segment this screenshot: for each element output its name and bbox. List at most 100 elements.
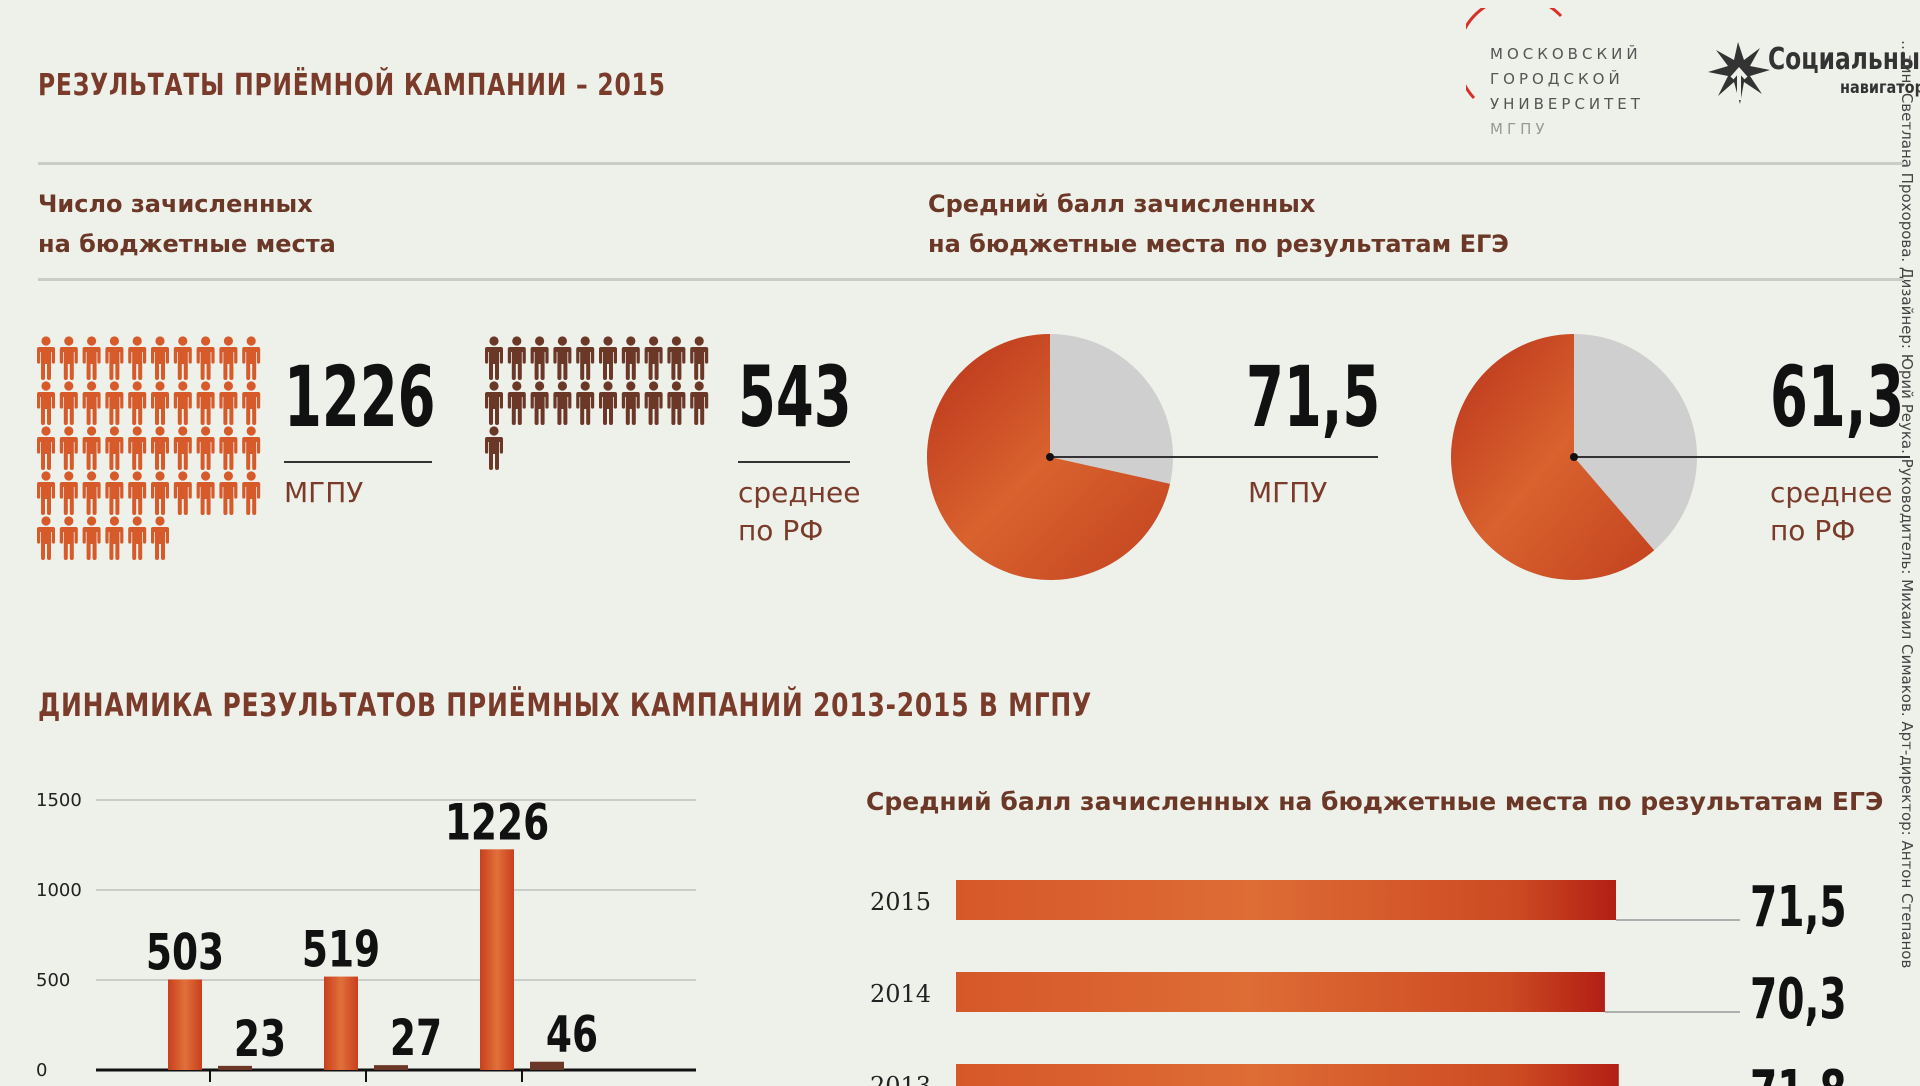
mgpu-person-icon: [105, 516, 124, 560]
mgpu-person-icon: [242, 336, 261, 380]
logo-sn-subtitle: навигатор: [1840, 78, 1920, 98]
enrolled-dynamics-chart: 0 500 1000 1500 503 519 1226 23 27 46: [36, 790, 696, 1082]
score-value-label: 71,8: [1750, 1059, 1847, 1086]
mgpu-person-icon: [196, 471, 215, 515]
score-bar: [956, 1064, 1619, 1086]
mgpu-person-icon: [151, 516, 169, 560]
mgpu-person-icon: [37, 336, 55, 380]
score-bar: [956, 880, 1616, 920]
mgpu-person-icon: [151, 336, 169, 380]
mgpu-logo-arc-icon: [1466, 8, 1563, 100]
mgpu-person-icon: [128, 336, 147, 380]
page-title: РЕЗУЛЬТАТЫ ПРИЁМНОЙ КАМПАНИИ – 2015: [38, 68, 666, 103]
bar-value-label: 503: [146, 924, 224, 982]
rf-person-icon: [667, 381, 686, 425]
mgpu-person-icon: [105, 471, 124, 515]
score-bar: [956, 972, 1605, 1012]
rf-person-icon: [553, 381, 572, 425]
rf-enrolled-label: среднее по РФ: [738, 476, 861, 547]
rf-score-value: 61,3: [1770, 348, 1905, 446]
rf-score-pie: [1451, 334, 1910, 580]
rf-person-icon: [507, 381, 526, 425]
mgpu-person-icon: [59, 336, 78, 380]
bar: [480, 849, 514, 1070]
mgpu-pie-center-dot: [1046, 453, 1054, 461]
mgpu-person-icon: [173, 426, 192, 470]
mgpu-person-icon: [105, 381, 124, 425]
mgpu-person-icon: [37, 516, 55, 560]
mgpu-person-icon: [219, 381, 238, 425]
rf-score-label: среднее по РФ: [1770, 476, 1893, 547]
bar: [324, 976, 358, 1070]
mgpu-person-icon: [242, 381, 261, 425]
divider-mid: [38, 278, 1904, 281]
mgpu-score-label: МГПУ: [1248, 476, 1328, 509]
rf-person-icon: [530, 336, 549, 380]
mgpu-person-icon: [219, 426, 238, 470]
rf-pie-share: [1451, 334, 1655, 580]
bar: [168, 979, 202, 1070]
bar: [374, 1065, 408, 1070]
mgpu-enrolled-underline: [284, 461, 432, 463]
mgpu-enrolled-label: МГПУ: [284, 476, 364, 509]
rf-person-icon: [644, 336, 663, 380]
logo-mgpu-line4: МГПУ: [1490, 120, 1549, 138]
rf-person-icon: [530, 381, 549, 425]
mgpu-person-icon: [173, 336, 192, 380]
bar-value-label: 46: [546, 1006, 598, 1064]
y-tick-label: 1000: [36, 880, 82, 901]
score-value-label: 71,5: [1750, 875, 1847, 940]
mgpu-person-icon: [59, 426, 78, 470]
rf-person-icon: [507, 336, 526, 380]
mgpu-person-icon: [82, 336, 101, 380]
mgpu-person-icon: [128, 381, 147, 425]
mgpu-person-icon: [151, 381, 169, 425]
scores-dynamics-chart: 2015 71,5 2014 70,3 2013 71,8: [870, 875, 1847, 1086]
bar: [218, 1065, 252, 1070]
mgpu-person-icon: [128, 426, 147, 470]
divider-top: [38, 162, 1904, 165]
y-tick-label: 500: [36, 970, 70, 991]
mgpu-person-icon: [82, 381, 101, 425]
dynamics-title: ДИНАМИКА РЕЗУЛЬТАТОВ ПРИЁМНЫХ КАМПАНИЙ 2…: [38, 686, 1093, 724]
social-navigator-logo-icon: [1708, 42, 1770, 104]
bar-value-label: 1226: [445, 794, 549, 852]
mgpu-person-icon: [242, 471, 261, 515]
mgpu-person-icon: [82, 516, 101, 560]
logo-mgpu: МОСКОВСКИЙ ГОРОДСКОЙ УНИВЕРСИТЕТ МГПУ: [1466, 8, 1656, 148]
mgpu-person-icon: [59, 381, 78, 425]
logo-mgpu-line3: УНИВЕРСИТЕТ: [1490, 95, 1644, 113]
mgpu-person-icon: [151, 426, 169, 470]
mgpu-person-icon: [151, 471, 169, 515]
mgpu-person-icon: [196, 426, 215, 470]
rf-person-icon: [599, 336, 617, 380]
mgpu-score-pie: [927, 334, 1378, 580]
bar-value-label: 519: [302, 921, 380, 979]
rf-person-icon: [644, 381, 663, 425]
mgpu-person-icon: [59, 471, 78, 515]
mgpu-person-icon: [173, 471, 192, 515]
logo-mgpu-line1: МОСКОВСКИЙ: [1490, 45, 1642, 63]
mgpu-enrolled-value: 1226: [284, 348, 436, 446]
mgpu-person-icon: [196, 381, 215, 425]
logo-mgpu-line2: ГОРОДСКОЙ: [1490, 70, 1624, 88]
year-label: 2013: [870, 1072, 931, 1086]
mgpu-person-icon: [37, 471, 55, 515]
rf-person-icon: [621, 381, 640, 425]
mgpu-person-icon: [128, 471, 147, 515]
year-label: 2014: [870, 980, 931, 1008]
year-label: 2015: [870, 888, 931, 916]
enrolled-heading: Число зачисленных на бюджетные места: [38, 190, 336, 258]
rf-enrolled-underline: [738, 461, 850, 463]
mgpu-person-icon: [82, 426, 101, 470]
mgpu-enrolled-icons: [37, 336, 261, 560]
mgpu-person-icon: [128, 516, 147, 560]
logo-social-navigator: Социальный навигатор: [1708, 40, 1920, 110]
mgpu-person-icon: [173, 381, 192, 425]
bar-value-label: 27: [390, 1010, 442, 1068]
rf-person-icon: [690, 336, 709, 380]
mgpu-person-icon: [242, 426, 261, 470]
logo-sn-title: Социальный: [1768, 42, 1920, 77]
rf-enrolled-icons: [485, 336, 709, 470]
rf-pie-center-dot: [1570, 453, 1578, 461]
